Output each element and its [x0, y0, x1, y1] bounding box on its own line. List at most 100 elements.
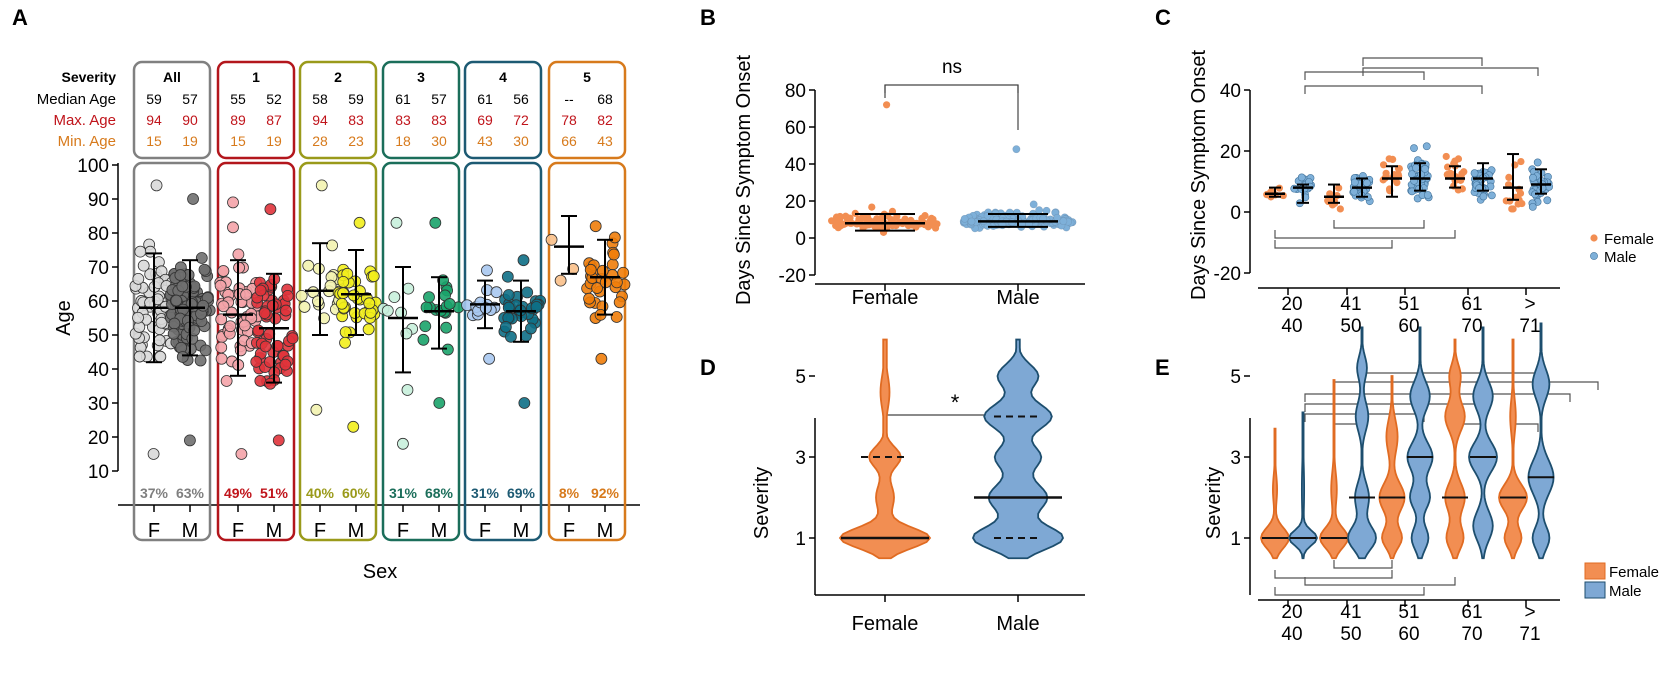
a-data-point: [517, 254, 530, 267]
a-pct-f: 31%: [471, 485, 500, 501]
d-sig-label: *: [951, 390, 960, 415]
c-data-point: [1394, 170, 1402, 178]
a-data-point: [610, 276, 623, 289]
b-data-point: [921, 212, 929, 220]
a-ytick-label: 30: [88, 394, 109, 415]
e-xtick-label: 51: [1398, 602, 1419, 623]
c-data-point: [1529, 173, 1537, 182]
a-max-m: 83: [431, 112, 447, 128]
c-data-point: [1505, 173, 1513, 181]
a-sex-m: M: [431, 520, 448, 542]
a-median-f: 59: [146, 91, 162, 107]
a-max-m: 90: [182, 112, 198, 128]
a-min-m: 43: [597, 133, 613, 149]
a-data-point: [433, 397, 446, 409]
a-data-point: [607, 248, 620, 261]
a-sex-m: M: [513, 520, 530, 542]
c-data-point: [1410, 144, 1418, 153]
c-ytick-label: 0: [1230, 203, 1241, 224]
a-group-title: 2: [334, 69, 342, 85]
a-data-point: [397, 437, 409, 450]
a-ylabel: Age: [53, 300, 75, 336]
c-data-point: [1421, 165, 1429, 173]
a-data-point: [388, 291, 401, 304]
e-xtick-label: >: [1524, 602, 1535, 623]
a-data-point: [133, 350, 146, 363]
a-sex-f: F: [479, 520, 491, 542]
e-bracket-bottom: [1333, 560, 1393, 569]
a-max-f: 78: [561, 112, 577, 128]
a-data-point: [252, 324, 265, 337]
a-header-box: [298, 60, 378, 160]
a-data-point: [227, 221, 239, 234]
a-data-point: [353, 216, 366, 229]
b-ytick-label: 60: [785, 118, 806, 139]
c-data-point: [1533, 158, 1542, 167]
a-data-point: [232, 248, 245, 261]
a-median-m: 52: [266, 91, 282, 107]
a-data-point: [367, 270, 380, 283]
c-legend-male-marker: [1590, 252, 1598, 260]
a-ytick-label: 80: [88, 224, 109, 245]
a-data-point: [144, 268, 157, 281]
a-data-point: [266, 299, 279, 312]
b-ytick-label: -20: [779, 266, 806, 287]
e-bracket-top: [1333, 381, 1599, 390]
c-xtick-label: 50: [1340, 316, 1361, 337]
b-data-point: [832, 217, 840, 226]
a-data-point: [402, 282, 415, 295]
a-data-point: [199, 344, 212, 357]
a-data-point: [302, 259, 315, 272]
c-data-point: [1389, 155, 1397, 164]
c-bracket-bottom: [1333, 220, 1425, 229]
a-max-f: 83: [395, 112, 411, 128]
a-min-f: 28: [312, 133, 328, 149]
d-xtick-label: Male: [996, 613, 1039, 635]
a-max-m: 72: [513, 112, 529, 128]
a-data-point: [215, 352, 228, 365]
a-data-point: [589, 220, 602, 233]
a-median-f: 58: [312, 91, 328, 107]
e-violin-male: [1288, 411, 1318, 560]
c-data-point: [1382, 169, 1390, 177]
a-pct-f: 37%: [140, 485, 169, 501]
b-data-point: [1035, 206, 1044, 215]
a-data-point: [188, 324, 201, 337]
a-data-point: [395, 306, 407, 319]
c-bracket-top: [1362, 57, 1483, 66]
a-data-point: [286, 332, 299, 345]
c-data-point: [1479, 192, 1488, 201]
a-data-point: [170, 294, 183, 307]
b-data-point: [1029, 200, 1038, 209]
a-row-severity: Severity: [62, 69, 117, 85]
a-data-point: [312, 262, 325, 275]
c-data-point: [1336, 205, 1344, 213]
a-min-m: 19: [182, 133, 198, 149]
a-data-point: [307, 286, 320, 299]
a-data-point: [315, 179, 328, 192]
a-ytick-label: 40: [88, 360, 109, 381]
a-data-point: [167, 327, 180, 340]
a-data-point: [153, 334, 166, 347]
e-ylabel: Severity: [1203, 467, 1225, 539]
e-ytick-label: 1: [1230, 529, 1241, 550]
a-xlabel: Sex: [363, 561, 397, 583]
panel-label-c: C: [1155, 5, 1171, 30]
a-data-point: [337, 275, 350, 288]
b-data-point: [882, 101, 891, 109]
a-data-point: [339, 336, 351, 349]
c-xtick-label: 61: [1461, 294, 1482, 315]
a-max-f: 89: [230, 112, 246, 128]
e-violin-male: [1468, 326, 1498, 560]
a-data-point: [518, 397, 531, 409]
a-median-f: 61: [477, 91, 493, 107]
e-violin-female: [1378, 375, 1406, 560]
c-xtick-label: 41: [1340, 294, 1361, 315]
c-bracket-top: [1304, 85, 1483, 94]
b-data-point: [868, 203, 876, 211]
c-data-point: [1518, 199, 1526, 208]
a-data-point: [279, 358, 292, 371]
c-xtick-label: >: [1524, 294, 1535, 315]
d-ylabel: Severity: [751, 467, 773, 539]
a-group-title: 3: [417, 69, 425, 85]
